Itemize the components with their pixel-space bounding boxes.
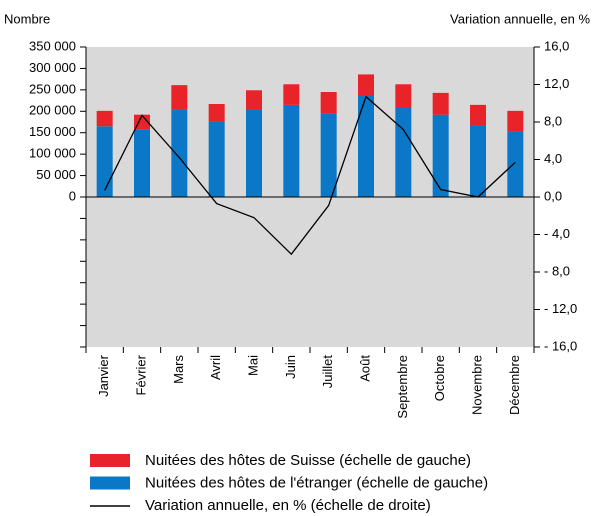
bar <box>432 114 449 197</box>
bar <box>507 131 524 197</box>
bar <box>171 85 188 110</box>
bar <box>246 90 262 110</box>
y2-tick-label: - 4,0 <box>544 226 570 241</box>
bar <box>507 110 524 132</box>
y-tick-label: 50 000 <box>36 167 76 182</box>
bar <box>134 114 150 130</box>
x-tick-label: Juillet <box>320 355 335 389</box>
bar <box>470 104 486 126</box>
y-tick-label: 0 <box>69 188 76 203</box>
y2-tick-label: - 16,0 <box>544 338 577 353</box>
x-tick-label: Janvier <box>96 354 111 397</box>
x-tick-label: Septembre <box>395 355 410 419</box>
y-tick-label: 100 000 <box>29 146 76 161</box>
y2-tick-label: 12,0 <box>544 76 569 91</box>
bar <box>134 129 150 197</box>
bar <box>320 113 337 197</box>
legend-label: Nuitées des hôtes de Suisse (échelle de … <box>145 452 471 469</box>
y-tick-label: 150 000 <box>29 124 76 139</box>
y-tick-label: 300 000 <box>29 60 76 75</box>
x-tick-label: Août <box>357 355 372 382</box>
bar <box>320 92 337 114</box>
x-tick-label: Mai <box>245 355 260 376</box>
bar <box>358 95 374 197</box>
bar <box>246 109 262 197</box>
left-axis-label: Nombre <box>4 11 50 26</box>
legend-swatch <box>90 476 130 490</box>
y-tick-label: 200 000 <box>29 103 76 118</box>
y2-tick-label: 8,0 <box>544 113 562 128</box>
bar <box>283 84 300 105</box>
y2-tick-label: - 12,0 <box>544 301 577 316</box>
bar <box>208 121 225 197</box>
x-tick-label: Février <box>133 354 148 395</box>
legend-label: Variation annuelle, en % (échelle de dro… <box>145 497 431 514</box>
bar <box>395 84 412 107</box>
x-tick-label: Novembre <box>469 355 484 415</box>
y2-tick-label: 0,0 <box>544 188 562 203</box>
legend-swatch <box>90 454 130 467</box>
x-tick-label: Mars <box>171 355 186 384</box>
bar <box>96 126 113 197</box>
x-tick-label: Avril <box>208 355 223 380</box>
x-tick-label: Octobre <box>432 355 447 401</box>
y-tick-label: 350 000 <box>29 38 76 53</box>
bar <box>358 74 374 95</box>
bar <box>171 109 188 197</box>
y2-tick-label: 16,0 <box>544 38 569 53</box>
bar <box>395 107 412 197</box>
legend-label: Nuitées des hôtes de l'étranger (échelle… <box>145 474 488 491</box>
bar <box>96 110 113 127</box>
y-tick-label: 250 000 <box>29 81 76 96</box>
y2-tick-label: 4,0 <box>544 151 562 166</box>
x-tick-label: Juin <box>283 355 298 379</box>
bar <box>432 92 449 115</box>
bar <box>208 104 225 122</box>
bar <box>283 104 300 197</box>
right-axis-label: Variation annuelle, en % <box>450 11 590 26</box>
bar <box>470 125 486 197</box>
line <box>104 95 516 256</box>
x-tick-label: Décembre <box>507 355 522 415</box>
y2-tick-label: - 8,0 <box>544 263 570 278</box>
